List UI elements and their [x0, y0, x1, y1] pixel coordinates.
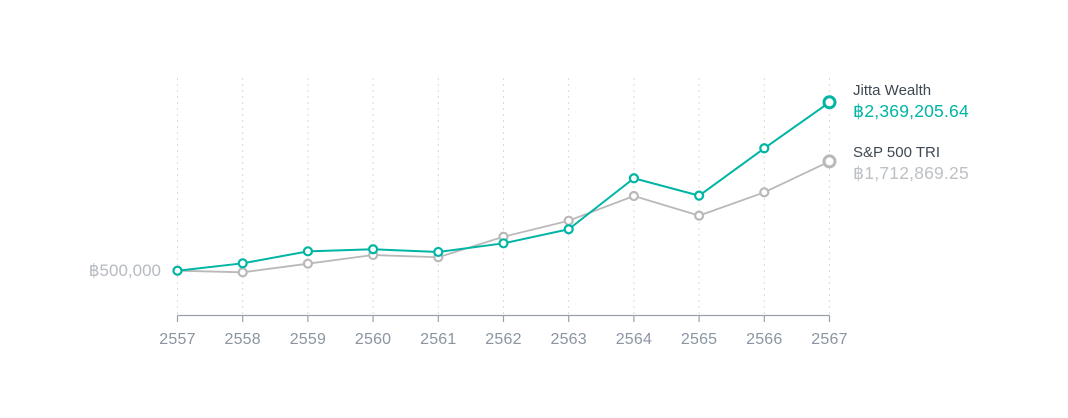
- legend-series-value-sp500: ฿1,712,869.25: [853, 163, 969, 183]
- x-axis-label: 2565: [680, 331, 718, 348]
- data-point-marker: [237, 267, 248, 278]
- data-point-marker: [302, 246, 313, 257]
- data-point-marker: [759, 187, 770, 198]
- data-point-marker: [822, 154, 837, 169]
- data-point-marker: [498, 238, 509, 249]
- x-axis-label: 2566: [746, 331, 783, 348]
- x-axis-label: 2564: [615, 331, 653, 348]
- legend-series-name-sp500: S&P 500 TRI: [853, 144, 940, 161]
- x-axis-label: 2561: [420, 331, 457, 348]
- legend-item-jitta-wealth: Jitta Wealth ฿2,369,205.64: [853, 81, 969, 122]
- x-axis-label: 2567: [811, 331, 848, 348]
- x-axis-label: 2563: [550, 331, 587, 348]
- legend-series-value-jitta: ฿2,369,205.64: [853, 101, 969, 121]
- x-axis-label: 2562: [485, 331, 522, 348]
- data-point-marker: [628, 190, 640, 202]
- x-axis-label: 2557: [159, 331, 196, 348]
- data-point-marker: [433, 246, 444, 258]
- data-point-marker: [302, 258, 313, 269]
- data-point-marker: [628, 173, 640, 184]
- data-point-marker: [822, 95, 837, 110]
- x-axis-label: 2559: [289, 331, 327, 348]
- x-axis-label: 2558: [224, 331, 261, 348]
- baseline-value-label: ฿500,000: [88, 261, 161, 280]
- data-point-marker: [693, 190, 705, 201]
- x-axis-label: 2560: [354, 331, 392, 348]
- data-point-marker: [693, 210, 705, 221]
- data-point-marker: [368, 244, 379, 255]
- data-point-marker: [759, 143, 770, 154]
- legend-item-sp500-tri: S&P 500 TRI ฿1,712,869.25: [853, 143, 969, 184]
- data-point-marker: [172, 265, 183, 276]
- legend-series-name-jitta: Jitta Wealth: [853, 82, 932, 99]
- data-point-marker: [563, 224, 574, 235]
- data-point-marker: [237, 258, 248, 269]
- data-point-marker: [563, 215, 574, 226]
